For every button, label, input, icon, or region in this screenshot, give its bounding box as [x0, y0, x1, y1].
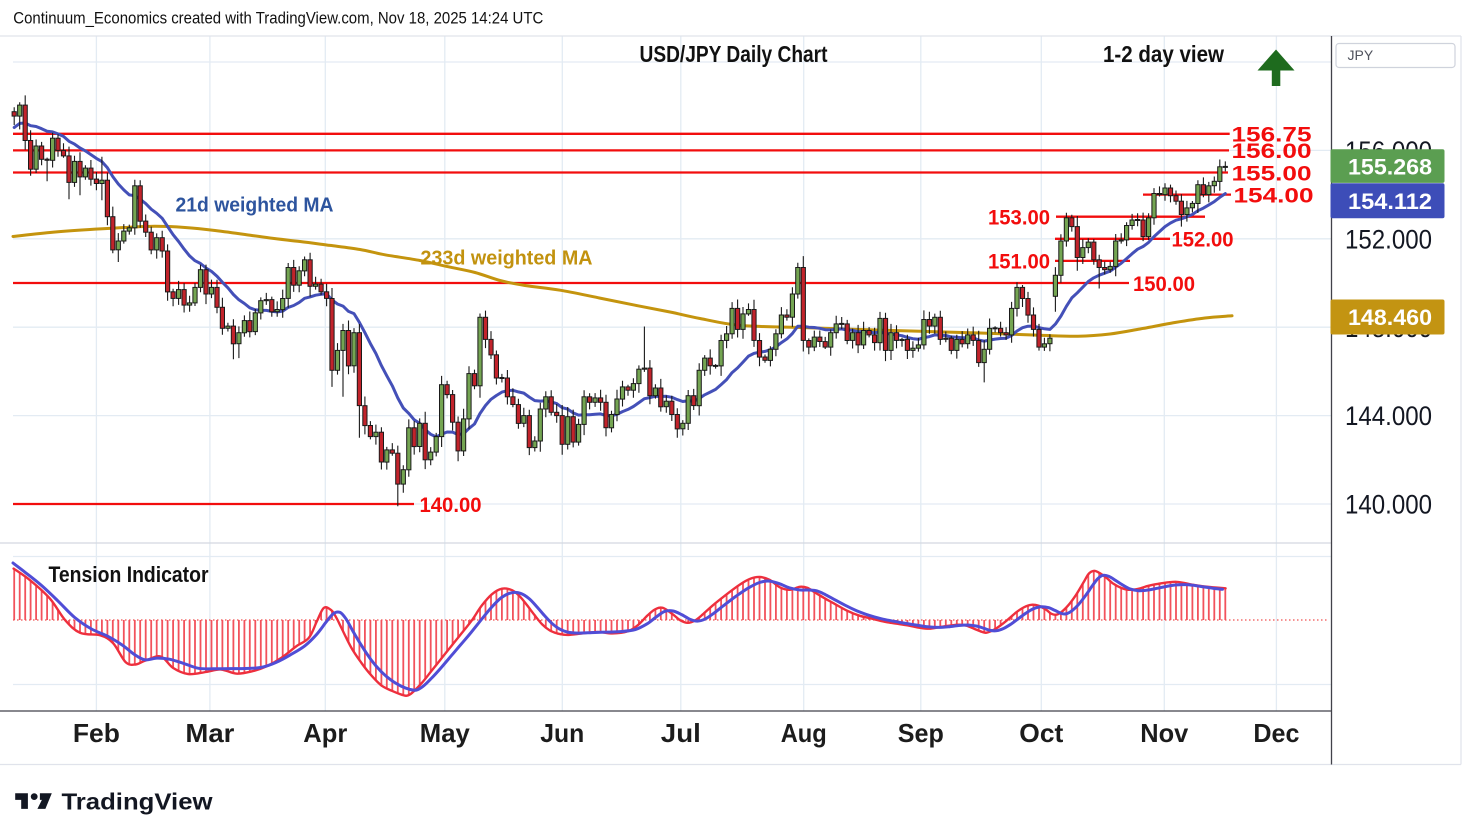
svg-text:140.00: 140.00 — [420, 494, 482, 517]
svg-text:Oct: Oct — [1019, 718, 1063, 748]
svg-text:233d weighted MA: 233d weighted MA — [421, 247, 593, 270]
svg-text:152.00: 152.00 — [1172, 229, 1234, 252]
svg-text:1-2 day view: 1-2 day view — [1103, 41, 1224, 67]
svg-text:Mar: Mar — [185, 718, 234, 748]
svg-text:Apr: Apr — [303, 718, 347, 748]
svg-text:Jul: Jul — [661, 718, 701, 748]
svg-text:150.00: 150.00 — [1133, 273, 1195, 296]
svg-text:Jun: Jun — [540, 718, 584, 748]
svg-text:154.112: 154.112 — [1348, 189, 1432, 214]
svg-text:148.460: 148.460 — [1348, 305, 1432, 330]
svg-text:140.000: 140.000 — [1345, 490, 1432, 520]
svg-text:154.00: 154.00 — [1234, 184, 1314, 207]
svg-text:156.75: 156.75 — [1232, 124, 1312, 147]
svg-text:Aug: Aug — [781, 718, 827, 748]
svg-text:Feb: Feb — [73, 718, 120, 748]
svg-text:Sep: Sep — [898, 718, 944, 748]
svg-text:153.00: 153.00 — [988, 207, 1050, 230]
svg-text:152.000: 152.000 — [1345, 224, 1432, 254]
svg-text:155.268: 155.268 — [1348, 154, 1432, 179]
svg-text:156.00: 156.00 — [1232, 140, 1312, 163]
svg-text:155.00: 155.00 — [1232, 162, 1312, 185]
svg-text:USD/JPY Daily Chart: USD/JPY Daily Chart — [640, 41, 828, 67]
svg-text:144.000: 144.000 — [1345, 401, 1432, 431]
svg-text:21d weighted MA: 21d weighted MA — [176, 195, 334, 217]
svg-text:Continuum_Economics created wi: Continuum_Economics created with Trading… — [13, 10, 543, 28]
svg-text:Dec: Dec — [1253, 718, 1299, 748]
svg-text:Nov: Nov — [1140, 718, 1189, 748]
svg-text:Tension Indicator: Tension Indicator — [49, 562, 209, 587]
svg-text:TradingView: TradingView — [62, 789, 213, 815]
svg-text:May: May — [420, 718, 471, 748]
svg-text:JPY: JPY — [1348, 47, 1374, 63]
svg-text:151.00: 151.00 — [988, 251, 1050, 274]
